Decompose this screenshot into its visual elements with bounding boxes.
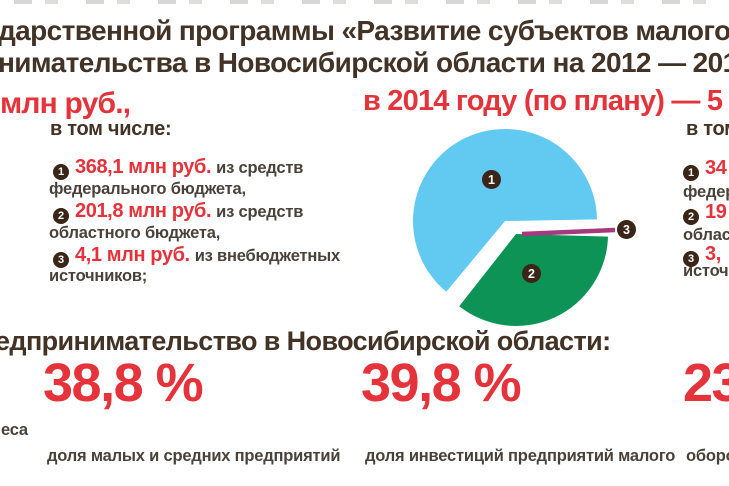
item-1-number-badge: 1 [53, 164, 69, 180]
stat-2-value: 39,8 % [361, 353, 522, 413]
pie-slice-2-badge: 2 [522, 264, 541, 283]
pie-chart [413, 128, 616, 326]
stat-2-desc-line1: доля инвестиций предприятий малого [365, 447, 676, 465]
bottom-left-text-fragment: еса [1, 421, 28, 439]
item-2-number-badge: 2 [53, 208, 69, 224]
right-item-3-number-badge: 3 [683, 251, 699, 267]
left-total-amount-fragment: млн руб., [0, 87, 131, 120]
stat-2-desc: доля инвестиций предприятий малого и сре… [365, 414, 675, 486]
right-item-2-number-badge: 2 [683, 209, 699, 225]
item-3-amount: 4,1 млн руб. [75, 244, 190, 266]
bottom-header-fragment: едпринимательство в Новосибирской област… [0, 326, 611, 356]
right-item-3: 3 3, [683, 243, 721, 267]
right-item-2-amount-fragment: 19 [705, 201, 727, 223]
stat-1-desc-line1: доля малых и средних предприятий [47, 447, 341, 465]
clipped-top-text-fragments [14, 0, 714, 4]
item-3-number-badge: 3 [53, 252, 69, 268]
item-1-desc: федерального бюджета, [49, 180, 246, 198]
left-subtitle: в том числе: [50, 118, 172, 140]
stat-3-value-fragment: 23 [683, 353, 729, 413]
right-item-1-number-badge: 1 [683, 165, 699, 181]
right-item-1-amount-fragment: 34 [705, 157, 727, 179]
main-title-line2: нимательства в Новосибирской области на … [0, 47, 729, 78]
right-item-3-desc-fragment: источ [683, 262, 729, 280]
stat-3-desc-fragment: оборо в разр [686, 414, 729, 486]
funding-item-3: 3 4,1 млн руб. из внебюджетных [53, 244, 340, 268]
pie-slice-1-badge: 1 [482, 170, 501, 189]
pie-title-fragment: в 2014 году (по плану) — 5 [363, 85, 723, 117]
item-3-desc: источников; [49, 267, 148, 285]
item-1-amount: 368,1 млн руб. [75, 156, 212, 178]
main-title-line1: дарственной программы «Развитие субъекто… [0, 15, 729, 46]
right-item-3-amount-fragment: 3, [705, 243, 721, 265]
item-2-desc: областного бюджета, [49, 224, 221, 242]
item-1-suffix: из средств [216, 159, 304, 177]
stat-3-desc-line1: оборо [686, 447, 729, 465]
stat-1-desc: доля малых и средних предприятий в оборо… [47, 414, 341, 486]
right-item-2: 2 19 [683, 201, 727, 225]
funding-item-1: 1 368,1 млн руб. из средств [53, 156, 303, 180]
item-3-suffix: из внебюджетных [194, 247, 340, 265]
item-2-amount: 201,8 млн руб. [75, 200, 212, 222]
right-item-1-desc-fragment: федер [683, 183, 729, 201]
right-item-1: 1 34 [683, 157, 727, 181]
right-item-2-desc-fragment: облас [683, 226, 729, 244]
right-subtitle-fragment: в том [686, 118, 729, 140]
item-2-suffix: из средств [216, 203, 304, 221]
stat-1-value: 38,8 % [43, 353, 204, 413]
pie-slice-3-badge: 3 [617, 220, 636, 239]
funding-item-2: 2 201,8 млн руб. из средств [53, 200, 303, 224]
